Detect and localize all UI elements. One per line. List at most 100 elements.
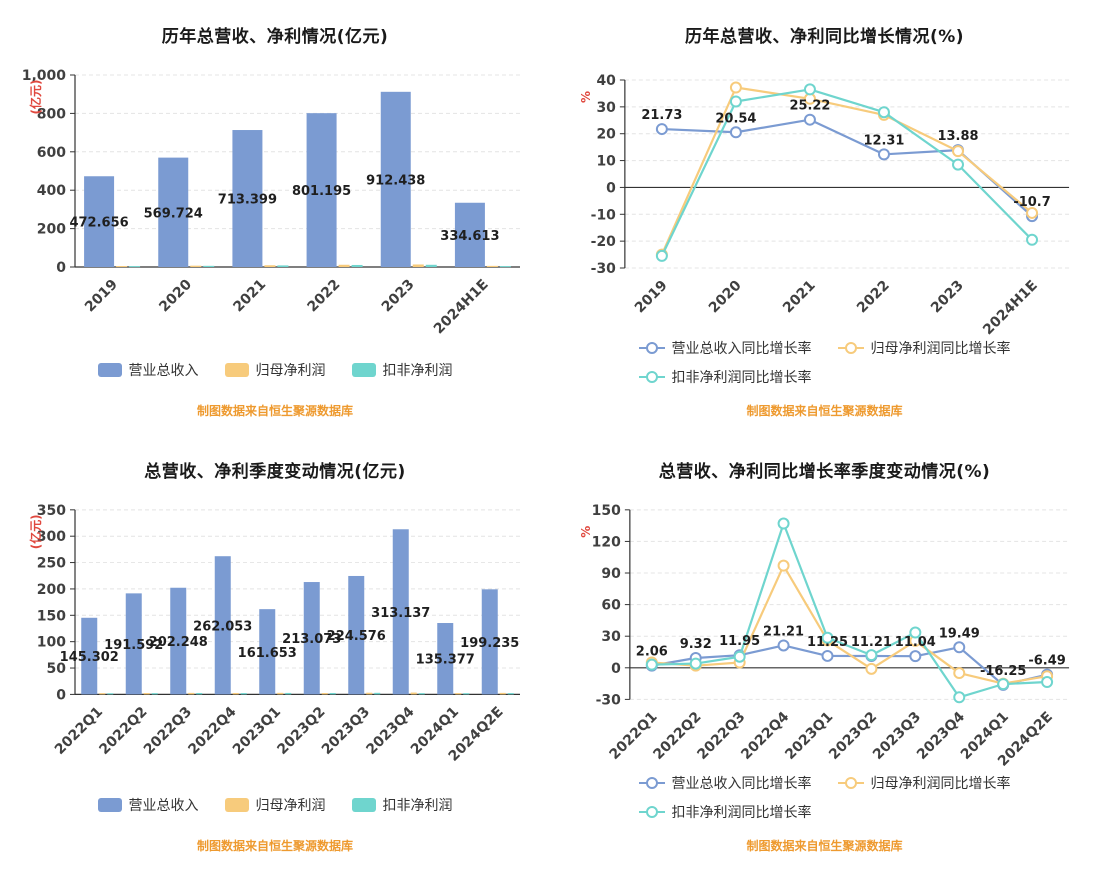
- y-axis-tick-label: 300: [37, 529, 66, 545]
- y-axis-tick-label: 30: [601, 629, 621, 645]
- y-axis-tick-label: 50: [47, 661, 67, 677]
- bar: [303, 582, 320, 695]
- x-axis-label: 2019: [632, 278, 671, 317]
- line-point-marker: [1026, 206, 1039, 219]
- legend-item-label: 扣非净利润同比增长率: [671, 370, 812, 386]
- x-axis-label: 2024H1E: [980, 278, 1041, 339]
- chart-title: 历年总营收、净利同比增长情况(%): [684, 27, 965, 47]
- bar: [116, 266, 128, 268]
- x-axis-label: 2022: [854, 278, 893, 317]
- legend-item-label: 扣非净利润同比增长率: [671, 805, 812, 821]
- bar: [232, 692, 239, 695]
- x-axis-label: 2021: [780, 278, 819, 317]
- point-value-label: 11.95: [719, 634, 760, 649]
- bar-value-label: 262.053: [193, 619, 252, 634]
- point-value-label: 19.49: [939, 626, 980, 641]
- legend-block: 营业总收入同比增长率 归母净利润同比增长率扣非净利润同比增长率: [638, 338, 1011, 396]
- y-axis-tick-label: 0: [606, 180, 616, 196]
- line-point-marker: [952, 158, 964, 171]
- bar: [143, 693, 150, 695]
- legend-item: 扣非净利润: [351, 360, 453, 380]
- y-axis-tick-label: 600: [37, 145, 66, 161]
- y-axis-tick-label: -20: [591, 234, 616, 250]
- bar: [348, 575, 365, 695]
- y-axis-tick-label: 350: [37, 503, 66, 519]
- bar: [81, 617, 98, 695]
- x-axis-label: 2023: [928, 278, 967, 317]
- source-note: 制图数据来自恒生聚源数据库: [196, 404, 353, 418]
- bar: [366, 692, 373, 695]
- legend-swatch-icon: [224, 363, 249, 377]
- legend-row: 营业总收入 归母净利润 扣非净利润: [97, 360, 453, 380]
- quarterly-revenue-profit-plot: 050100150200250300350(亿元)2022Q12022Q2202…: [28, 503, 520, 765]
- point-value-label: 13.88: [938, 129, 979, 144]
- x-axis-label: 2020: [706, 277, 745, 316]
- x-axis-label: 2024H1E: [431, 277, 492, 338]
- line-point-marker: [1026, 233, 1039, 246]
- y-axis-tick-label: 250: [37, 556, 66, 572]
- legend-item-label: 营业总收入: [128, 363, 199, 379]
- chart-title: 总营收、净利同比增长率季度变动情况(%): [658, 462, 991, 482]
- x-axis-label: 2022Q4: [185, 704, 239, 758]
- bar: [351, 264, 363, 267]
- legend-block: 营业总收入 归母净利润 扣非净利润: [97, 795, 453, 824]
- x-axis-label: 2023: [379, 277, 418, 316]
- bar: [499, 266, 511, 268]
- legend-item-label: 归母净利润: [255, 798, 326, 814]
- x-axis-label: 2019: [82, 277, 121, 316]
- point-value-label: 11.04: [895, 635, 936, 650]
- legend-item: 营业总收入同比增长率: [638, 338, 812, 358]
- legend-swatch-icon: [97, 363, 122, 377]
- point-value-label: 21.73: [641, 108, 682, 123]
- bar: [151, 693, 158, 695]
- bar-value-label: 199.235: [460, 636, 519, 651]
- line-point-marker: [689, 657, 702, 670]
- bar-value-label: 713.399: [218, 193, 277, 208]
- bar: [392, 529, 409, 695]
- y-axis-tick-label: 20: [596, 127, 616, 143]
- legend: 营业总收入 归母净利润 扣非净利润: [0, 360, 550, 389]
- line-point-marker: [821, 649, 834, 662]
- chart-title: 总营收、净利季度变动情况(亿元): [144, 462, 406, 482]
- legend-line-marker-icon: [638, 371, 665, 383]
- line-point-marker: [655, 249, 668, 262]
- chart-quarterly-growth-line: 总营收、净利同比增长率季度变动情况(%) -30 0 30 60 90 120 150% 20…: [550, 435, 1099, 869]
- legend-item: 归母净利润同比增长率: [837, 338, 1011, 358]
- legend-swatch-icon: [224, 798, 249, 812]
- y-axis-tick-label: 40: [596, 73, 616, 89]
- annual-growth-plot: -30 -20 -10 0 10 20 30 40% 2019 2020 2021 2022 2023 2…: [579, 73, 1070, 339]
- y-axis-tick-label: 100: [37, 635, 66, 651]
- y-axis-tick-label: 800: [37, 106, 66, 122]
- line-point-marker: [803, 113, 816, 126]
- bar: [321, 693, 328, 695]
- bar: [188, 692, 195, 695]
- legend-item-label: 营业总收入: [128, 798, 199, 814]
- y-axis-tick-label: 90: [601, 566, 621, 582]
- line-point-marker: [909, 626, 922, 639]
- legend-row: 营业总收入 归母净利润 扣非净利润: [97, 795, 453, 815]
- bar: [277, 692, 284, 695]
- y-axis-name: %: [579, 91, 593, 103]
- x-axis-label: 2023Q2: [274, 704, 328, 758]
- line-point-marker: [645, 658, 658, 671]
- line-point-marker: [729, 95, 742, 108]
- y-axis-tick-label: 60: [601, 598, 621, 614]
- x-axis-label: 2023Q3: [319, 704, 373, 758]
- x-axis-label: 2022: [305, 277, 344, 316]
- legend-item: 归母净利润同比增长率: [837, 773, 1011, 793]
- point-value-label: 20.54: [715, 111, 756, 126]
- y-axis-tick-label: 200: [37, 582, 66, 598]
- legend-row: 营业总收入同比增长率 归母净利润同比增长率: [638, 338, 1011, 358]
- chart-annual-revenue-profit-bar: 历年总营收、净利情况(亿元) 0 200 400 600 800 1,000 (亿元) 201…: [0, 0, 550, 435]
- line-point-marker: [953, 667, 966, 680]
- legend-item: 营业总收入: [97, 360, 199, 380]
- legend-block: 营业总收入同比增长率 归母净利润同比增长率扣非净利润同比增长率: [638, 773, 1011, 831]
- legend-swatch-icon: [351, 363, 376, 377]
- point-value-label: -10.7: [1013, 195, 1050, 210]
- bar: [214, 556, 231, 695]
- legend-line-marker-icon: [638, 806, 665, 818]
- legend-block: 营业总收入 归母净利润 扣非净利润: [97, 360, 453, 389]
- legend-row: 扣非净利润同比增长率: [638, 802, 1011, 822]
- legend-item: 营业总收入同比增长率: [638, 773, 812, 793]
